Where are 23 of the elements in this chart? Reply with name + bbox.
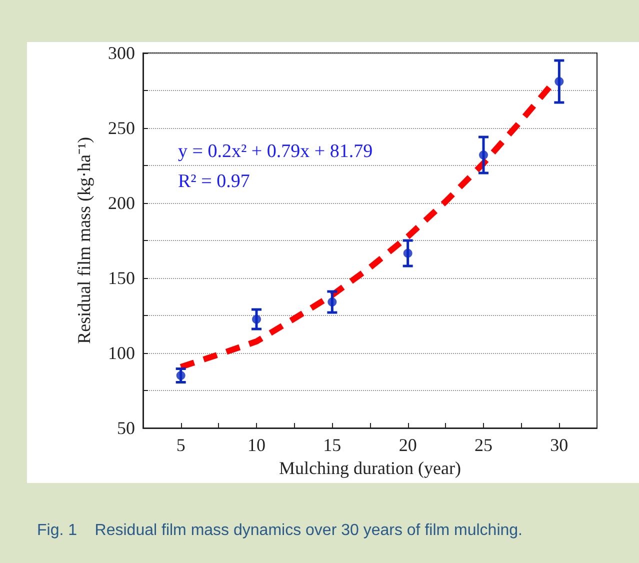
point (328, 298, 337, 306)
annotation: y = 0.2x² + 0.79x + 81.79 (178, 141, 373, 162)
y-tick-label: 100 (108, 343, 135, 363)
x-tick-label: 5 (176, 435, 186, 455)
point (176, 371, 186, 380)
x-axis-title: Mulching duration (year) (279, 458, 461, 478)
annotation: R² = 0.97 (178, 171, 250, 192)
y-axis-title: Residual film mass (kg·ha⁻¹) (74, 137, 94, 344)
y-tick-label: 200 (108, 193, 135, 213)
x-tick-label: 10 (248, 435, 266, 455)
point (479, 150, 488, 160)
point (554, 77, 564, 86)
y-tick-label: 300 (108, 43, 135, 63)
x-tick-label: 25 (474, 435, 492, 455)
y-tick-label: 250 (108, 118, 135, 138)
caption: Fig. 1 Residual film mass dynamics over 30 years of film mulching. (37, 522, 522, 540)
x-tick-label: 30 (550, 435, 568, 455)
y-tick-label: 50 (117, 418, 135, 438)
point (252, 314, 261, 324)
x-tick-label: 20 (398, 435, 417, 455)
y-tick-label: 150 (108, 268, 135, 288)
point (403, 248, 412, 258)
x-tick-label: 15 (323, 435, 342, 455)
